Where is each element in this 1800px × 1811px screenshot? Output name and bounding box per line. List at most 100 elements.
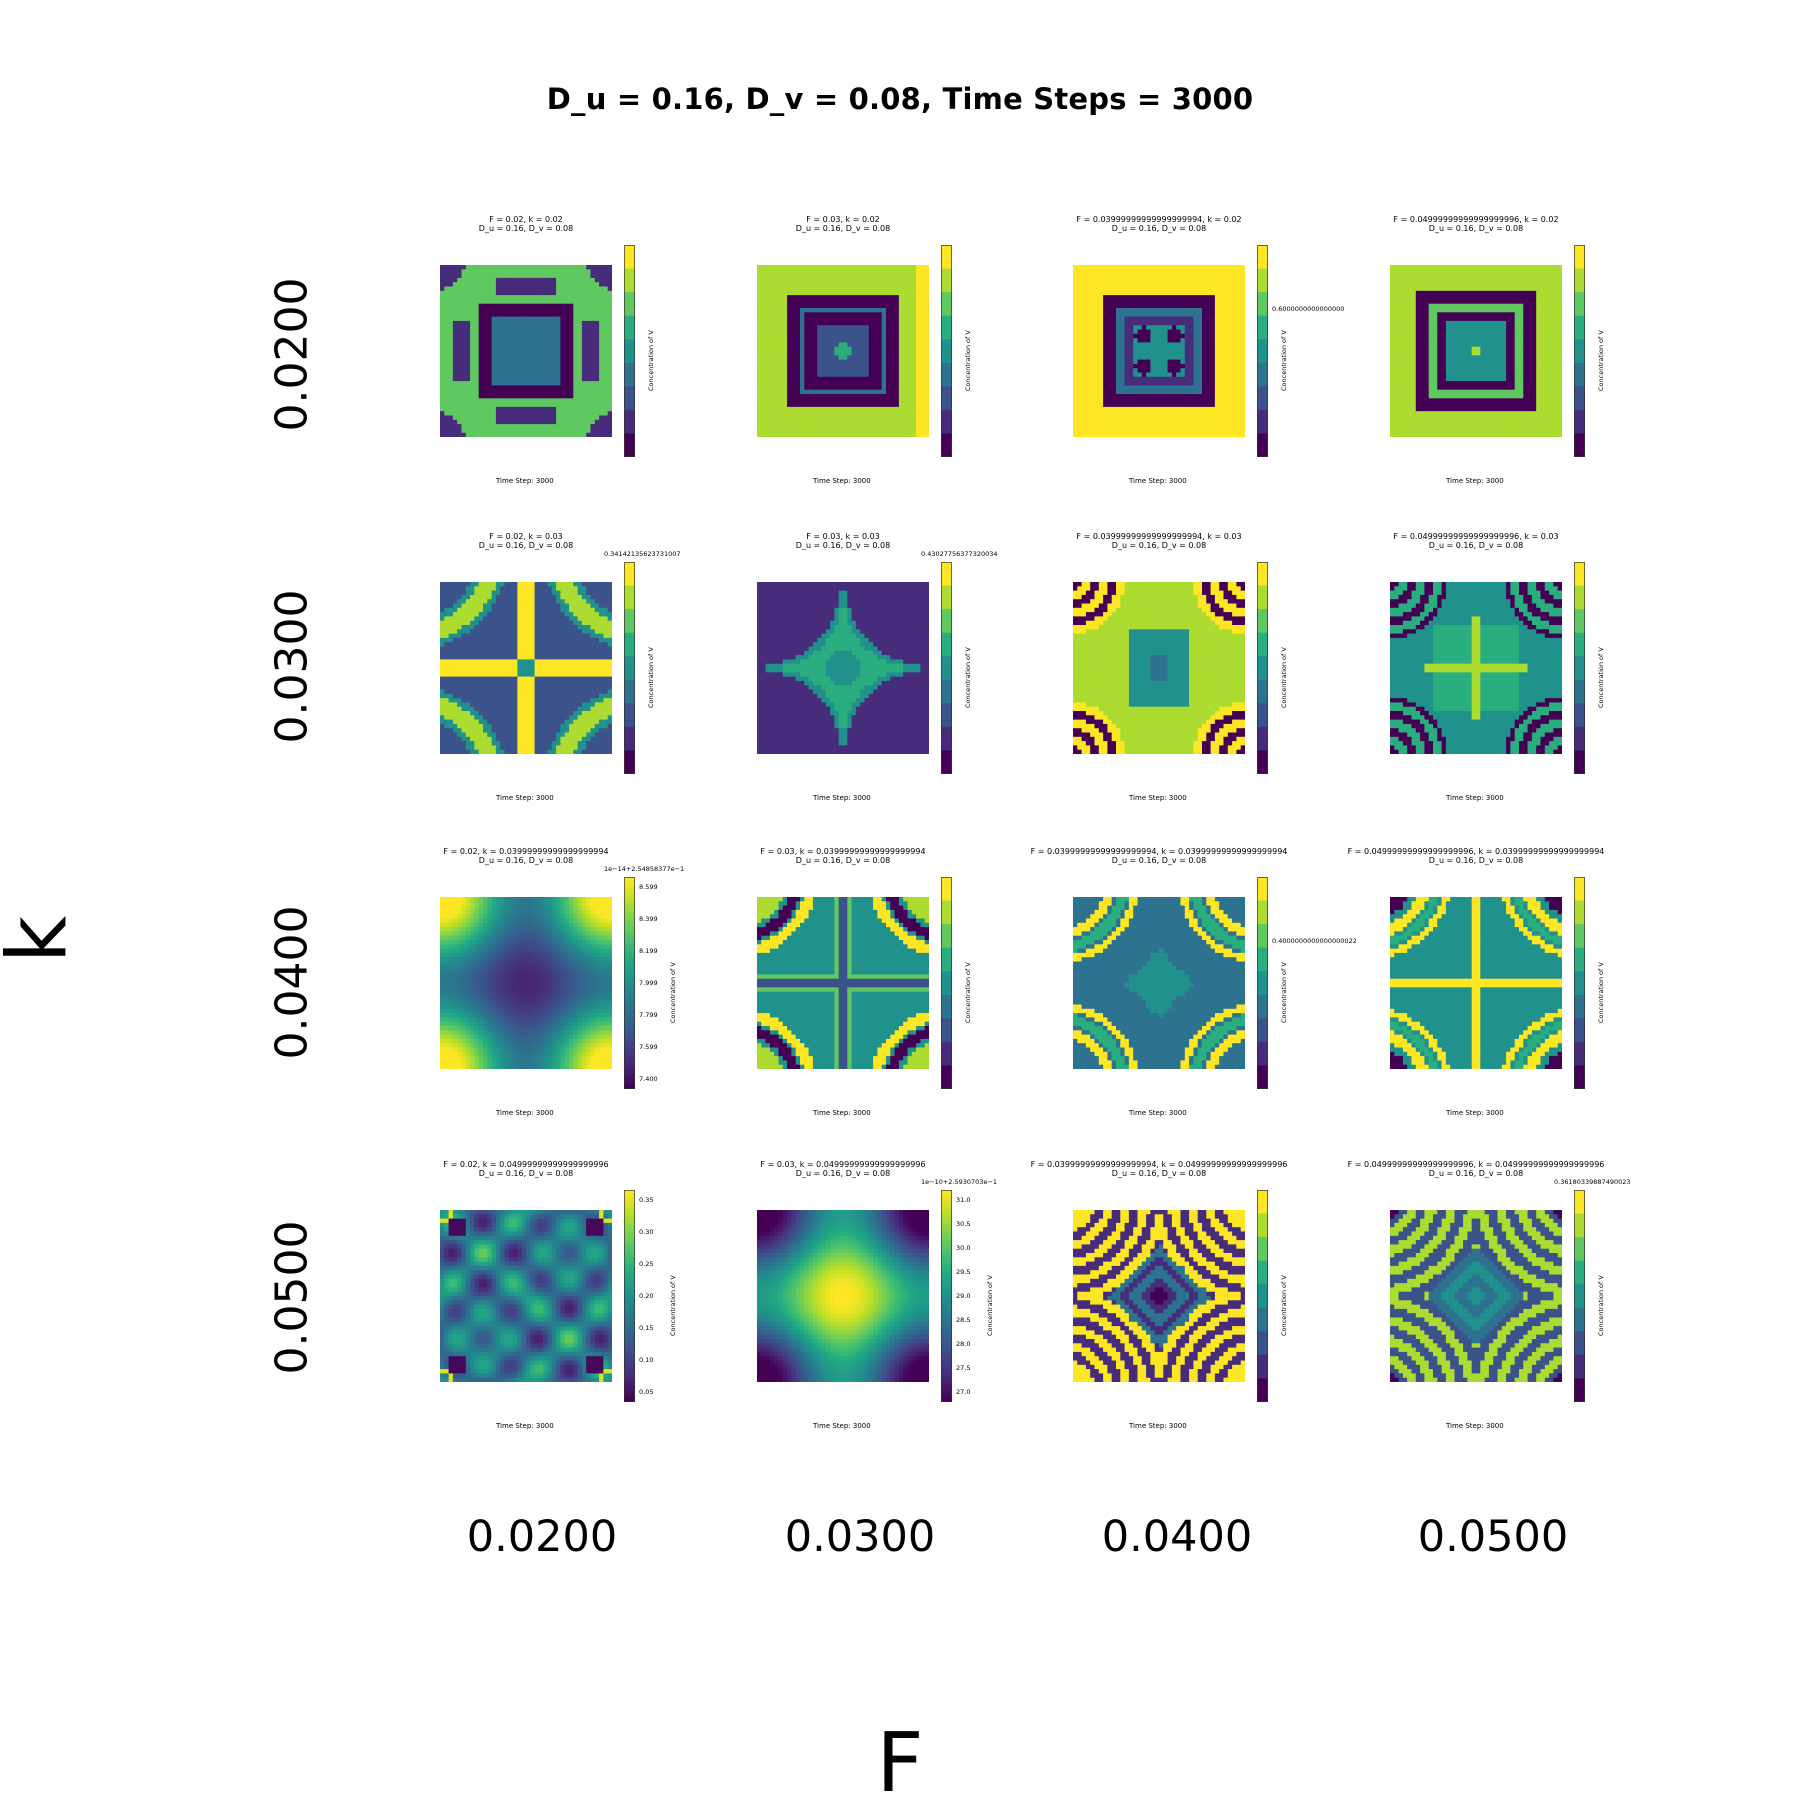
heatmap-cell <box>791 304 796 309</box>
heatmap-cell <box>526 269 531 274</box>
heatmap-cell <box>899 269 904 274</box>
heatmap-cell <box>517 334 522 339</box>
heatmap-cell <box>483 299 488 304</box>
heatmap-cell <box>466 287 471 292</box>
heatmap-cell <box>595 364 600 369</box>
heatmap-cell <box>873 403 878 408</box>
heatmap-cell <box>608 299 612 304</box>
heatmap-cell <box>895 416 900 421</box>
heatmap-cell <box>530 428 535 433</box>
heatmap-cell <box>869 381 874 386</box>
heatmap-cell <box>761 287 766 292</box>
heatmap-cell <box>496 403 501 408</box>
heatmap-cell <box>869 411 874 416</box>
heatmap-cell <box>882 278 887 283</box>
heatmap-cell <box>774 385 779 390</box>
heatmap-cell <box>1150 373 1155 378</box>
heatmap-cell <box>920 385 925 390</box>
heatmap-cell <box>470 390 475 395</box>
heatmap-cell <box>1116 291 1121 296</box>
heatmap-cell <box>791 278 796 283</box>
heatmap-cell <box>591 282 596 287</box>
heatmap-cell <box>920 317 925 322</box>
heatmap-cell <box>440 338 445 343</box>
heatmap-cell <box>1159 265 1164 270</box>
heatmap-cell <box>1390 385 1395 390</box>
heatmap-cell <box>440 342 445 347</box>
heatmap-cell <box>757 295 762 300</box>
heatmap-cell <box>766 368 771 373</box>
heatmap-cell <box>865 433 870 437</box>
heatmap-cell <box>1236 312 1241 317</box>
heatmap-cell <box>843 347 848 352</box>
heatmap-cell <box>925 407 929 412</box>
heatmap-cell <box>791 295 796 300</box>
heatmap-cell <box>474 394 479 399</box>
heatmap-cell <box>860 269 865 274</box>
heatmap-cell <box>500 342 505 347</box>
heatmap-cell <box>1168 385 1173 390</box>
heatmap-cell <box>530 433 535 437</box>
heatmap-cell <box>1116 299 1121 304</box>
heatmap-cell <box>1232 411 1237 416</box>
heatmap-cell <box>1399 325 1404 330</box>
heatmap-cell <box>1219 295 1224 300</box>
heatmap-cell <box>912 347 917 352</box>
heatmap-cell <box>1103 403 1108 408</box>
heatmap-cell <box>1142 274 1147 279</box>
heatmap-cell <box>925 287 929 292</box>
heatmap-cell <box>779 278 784 283</box>
heatmap-cell <box>834 317 839 322</box>
heatmap-cell <box>608 295 612 300</box>
heatmap-cell <box>466 278 471 283</box>
heatmap-cell <box>548 428 553 433</box>
heatmap-cell <box>908 299 913 304</box>
heatmap-cell <box>882 274 887 279</box>
heatmap-cell <box>543 278 548 283</box>
heatmap-cell <box>1399 355 1404 360</box>
heatmap-cell <box>766 394 771 399</box>
heatmap-cell <box>474 403 479 408</box>
heatmap-cell <box>1390 312 1395 317</box>
heatmap-cell <box>779 282 784 287</box>
heatmap-cell <box>813 433 818 437</box>
heatmap-cell <box>496 269 501 274</box>
heatmap-cell <box>1155 416 1160 421</box>
heatmap-cell <box>925 338 929 343</box>
heatmap-cell <box>895 403 900 408</box>
heatmap-cell <box>852 377 857 382</box>
heatmap-cell <box>578 347 583 352</box>
heatmap-cell <box>474 407 479 412</box>
heatmap-cell <box>856 304 861 309</box>
heatmap-cell <box>591 394 596 399</box>
heatmap-cell <box>813 364 818 369</box>
heatmap-cell <box>791 390 796 395</box>
heatmap-cell <box>791 416 796 421</box>
heatmap-cell <box>1228 360 1233 365</box>
heatmap-cell <box>517 407 522 412</box>
heatmap-cell <box>779 342 784 347</box>
heatmap-cell <box>535 407 540 412</box>
heatmap-cell <box>1211 360 1216 365</box>
heatmap-cell <box>582 295 587 300</box>
heatmap-cell <box>586 398 591 403</box>
heatmap-cell <box>1090 312 1095 317</box>
heatmap-cell <box>899 282 904 287</box>
heatmap-cell <box>1086 351 1091 356</box>
heatmap-cell <box>1228 433 1233 437</box>
heatmap-cell <box>1206 411 1211 416</box>
heatmap-cell <box>839 282 844 287</box>
heatmap-cell <box>1202 295 1207 300</box>
heatmap-cell <box>1107 287 1112 292</box>
heatmap-cell <box>548 411 553 416</box>
heatmap-cell <box>1189 282 1194 287</box>
heatmap-cell <box>1107 368 1112 373</box>
heatmap-cell <box>1112 394 1117 399</box>
heatmap-cell <box>1390 433 1395 437</box>
heatmap-cell <box>543 403 548 408</box>
heatmap-cell <box>852 381 857 386</box>
heatmap-cell <box>1150 291 1155 296</box>
heatmap-cell <box>1206 420 1211 425</box>
heatmap-cell <box>595 407 600 412</box>
heatmap-cell <box>843 398 848 403</box>
